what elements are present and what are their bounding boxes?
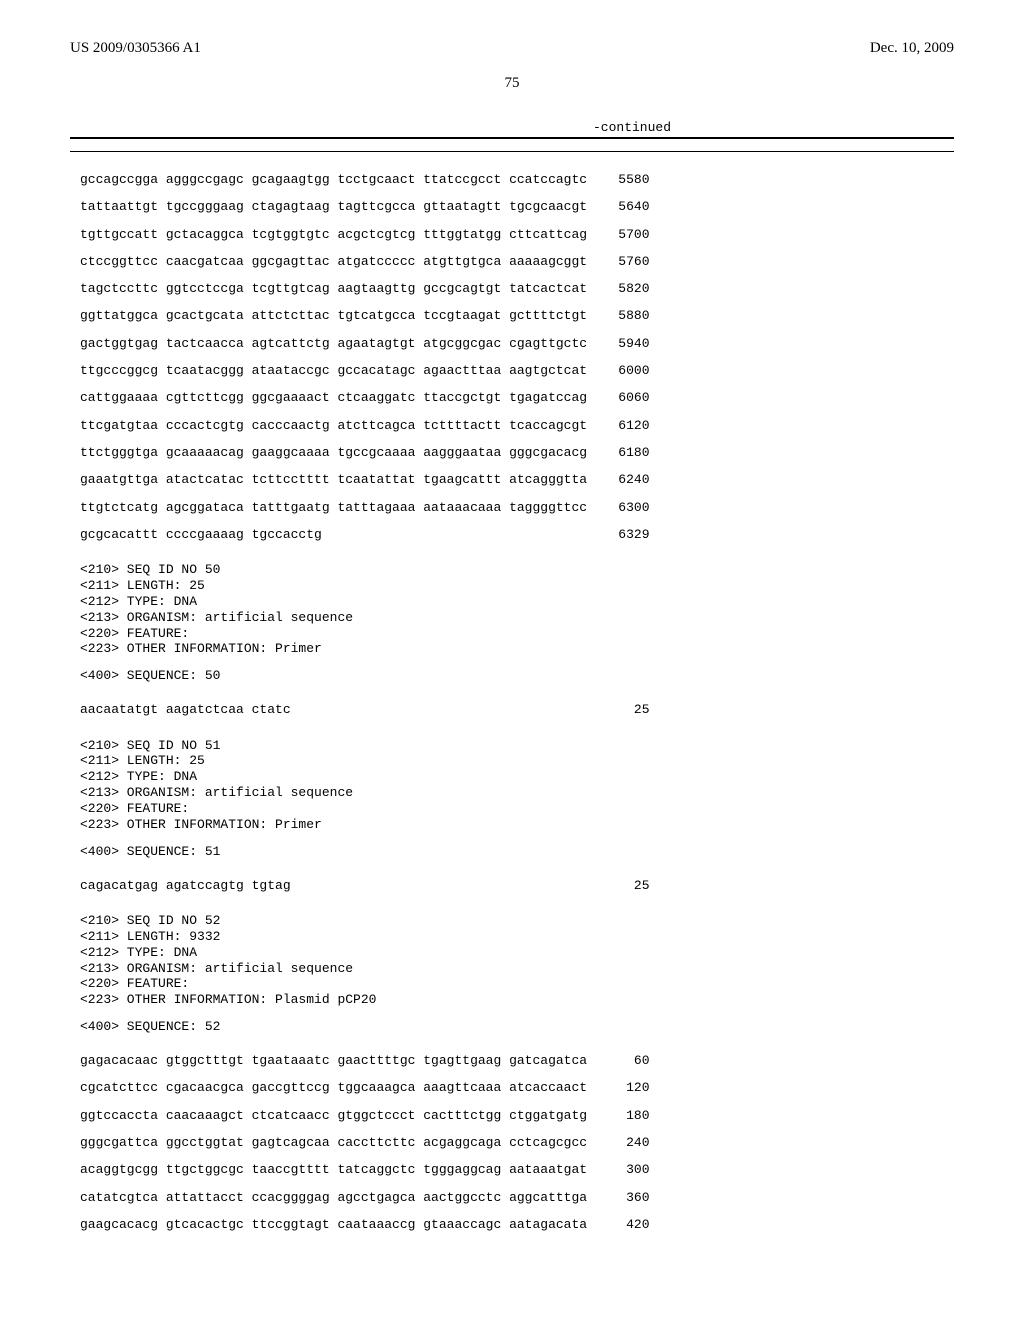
continued-label: -continued [70, 120, 954, 135]
top-rule-thin [70, 151, 954, 152]
sequence-line: gagacacaac gtggctttgt tgaataaatc gaacttt… [80, 1047, 954, 1074]
publication-number: US 2009/0305366 A1 [70, 40, 201, 57]
sequence-line: gaaatgttga atactcatac tcttcctttt tcaatat… [80, 466, 954, 493]
sequence-line: cattggaaaa cgttcttcgg ggcgaaaact ctcaagg… [80, 384, 954, 411]
sequence-line: tagctccttc ggtcctccga tcgttgtcag aagtaag… [80, 275, 954, 302]
sequence-listing-content: gccagccgga agggccgagc gcagaagtgg tcctgca… [70, 166, 954, 1238]
seq52-metadata: <210> SEQ ID NO 52 <211> LENGTH: 9332 <2… [80, 913, 954, 1008]
patent-page: US 2009/0305366 A1 Dec. 10, 2009 75 -con… [0, 0, 1024, 1288]
seq50-block: aacaatatgt aagatctcaa ctatc 25 [80, 696, 954, 723]
sequence-line: ttgtctcatg agcggataca tatttgaatg tatttag… [80, 494, 954, 521]
sequence-line: gccagccgga agggccgagc gcagaagtgg tcctgca… [80, 166, 954, 193]
sequence-line: ggtccaccta caacaaagct ctcatcaacc gtggctc… [80, 1102, 954, 1129]
sequence-line: gcgcacattt ccccgaaaag tgccacctg 6329 [80, 521, 954, 548]
sequence-line: ttgcccggcg tcaatacggg ataataccgc gccacat… [80, 357, 954, 384]
sequence-line: gactggtgag tactcaacca agtcattctg agaatag… [80, 330, 954, 357]
sequence-line: tgttgccatt gctacaggca tcgtggtgtc acgctcg… [80, 221, 954, 248]
sequence-line: ctccggttcc caacgatcaa ggcgagttac atgatcc… [80, 248, 954, 275]
sequence-line: gggcgattca ggcctggtat gagtcagcaa caccttc… [80, 1129, 954, 1156]
seq50-metadata: <210> SEQ ID NO 50 <211> LENGTH: 25 <212… [80, 562, 954, 657]
sequence-line: ggttatggca gcactgcata attctcttac tgtcatg… [80, 302, 954, 329]
sequence-line: cagacatgag agatccagtg tgtag 25 [80, 872, 954, 899]
sequence-line: ttcgatgtaa cccactcgtg cacccaactg atcttca… [80, 412, 954, 439]
seq51-metadata: <210> SEQ ID NO 51 <211> LENGTH: 25 <212… [80, 738, 954, 833]
sequence-line: cgcatcttcc cgacaacgca gaccgttccg tggcaaa… [80, 1074, 954, 1101]
top-rule-thick [70, 137, 954, 139]
page-number: 75 [70, 75, 954, 92]
sequence-line: tattaattgt tgccgggaag ctagagtaag tagttcg… [80, 193, 954, 220]
header-row: US 2009/0305366 A1 Dec. 10, 2009 [70, 40, 954, 57]
sequence-line: gaagcacacg gtcacactgc ttccggtagt caataaa… [80, 1211, 954, 1238]
seq52-400-line: <400> SEQUENCE: 52 [80, 1020, 954, 1035]
seq51-block: cagacatgag agatccagtg tgtag 25 [80, 872, 954, 899]
sequence-line: aacaatatgt aagatctcaa ctatc 25 [80, 696, 954, 723]
seq52-block: gagacacaac gtggctttgt tgaataaatc gaacttt… [80, 1047, 954, 1238]
sequence-line: ttctgggtga gcaaaaacag gaaggcaaaa tgccgca… [80, 439, 954, 466]
sequence-line: catatcgtca attattacct ccacggggag agcctga… [80, 1184, 954, 1211]
seq49-tail-block: gccagccgga agggccgagc gcagaagtgg tcctgca… [80, 166, 954, 548]
seq51-400-line: <400> SEQUENCE: 51 [80, 845, 954, 860]
publication-date: Dec. 10, 2009 [870, 40, 954, 57]
seq50-400-line: <400> SEQUENCE: 50 [80, 669, 954, 684]
sequence-line: acaggtgcgg ttgctggcgc taaccgtttt tatcagg… [80, 1156, 954, 1183]
